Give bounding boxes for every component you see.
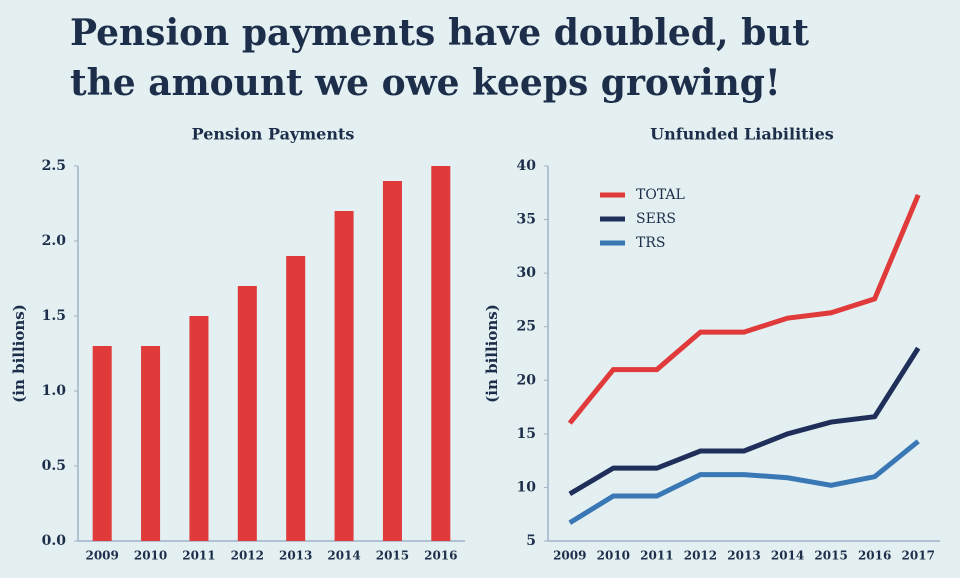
y-tick-label: 2.0 (42, 233, 67, 249)
line-series (567, 193, 921, 425)
y-tick-label: 35 (517, 212, 536, 228)
x-tick-label: 2015 (814, 549, 847, 563)
y-tick-label: 40 (517, 158, 537, 174)
legend-label: SERS (636, 211, 676, 227)
x-tick-label: 2014 (771, 549, 804, 563)
x-tick-label: 2012 (684, 549, 717, 563)
bar (141, 346, 161, 541)
x-tick-label: 2009 (85, 549, 118, 563)
line-series (568, 439, 920, 525)
bar (92, 346, 112, 541)
x-tick-label: 2010 (134, 549, 167, 563)
x-tick-label: 2013 (727, 549, 760, 563)
bar (431, 166, 451, 541)
bar (382, 181, 402, 541)
y-axis-label: (in billions) (483, 304, 501, 403)
x-tick-label: 2011 (640, 549, 673, 563)
x-tick-label: 2009 (553, 549, 586, 563)
x-tick-label: 2016 (858, 549, 891, 563)
y-tick-label: 25 (517, 319, 536, 335)
y-tick-label: 2.5 (42, 158, 66, 174)
bar (286, 256, 306, 541)
y-tick-label: 20 (517, 372, 537, 388)
page-title: Pension payments have doubled, but the a… (70, 12, 810, 104)
y-tick-label: 0.5 (42, 458, 66, 474)
y-tick-label: 30 (517, 265, 537, 281)
x-tick-label: 2013 (279, 549, 312, 563)
x-tick-label: 2011 (182, 549, 215, 563)
chart-title: Pension Payments (192, 125, 355, 144)
y-tick-label: 15 (517, 426, 536, 442)
y-tick-label: 1.0 (42, 383, 67, 399)
legend-label: TRS (636, 235, 665, 251)
x-tick-label: 2012 (231, 549, 264, 563)
bar (237, 286, 257, 541)
bar (189, 316, 209, 541)
x-tick-label: 2010 (597, 549, 630, 563)
x-tick-label: 2014 (327, 549, 360, 563)
x-tick-label: 2016 (424, 549, 457, 563)
chart-title: Unfunded Liabilities (650, 125, 834, 144)
y-tick-label: 1.5 (42, 308, 66, 324)
y-tick-label: 0.0 (42, 533, 67, 549)
y-axis-label: (in billions) (10, 304, 28, 403)
legend-label: TOTAL (636, 187, 685, 203)
x-tick-label: 2017 (902, 549, 935, 563)
bar (334, 211, 354, 541)
x-tick-label: 2015 (376, 549, 409, 563)
line-series (568, 346, 921, 497)
y-tick-label: 10 (517, 479, 537, 495)
y-tick-label: 5 (526, 533, 536, 549)
